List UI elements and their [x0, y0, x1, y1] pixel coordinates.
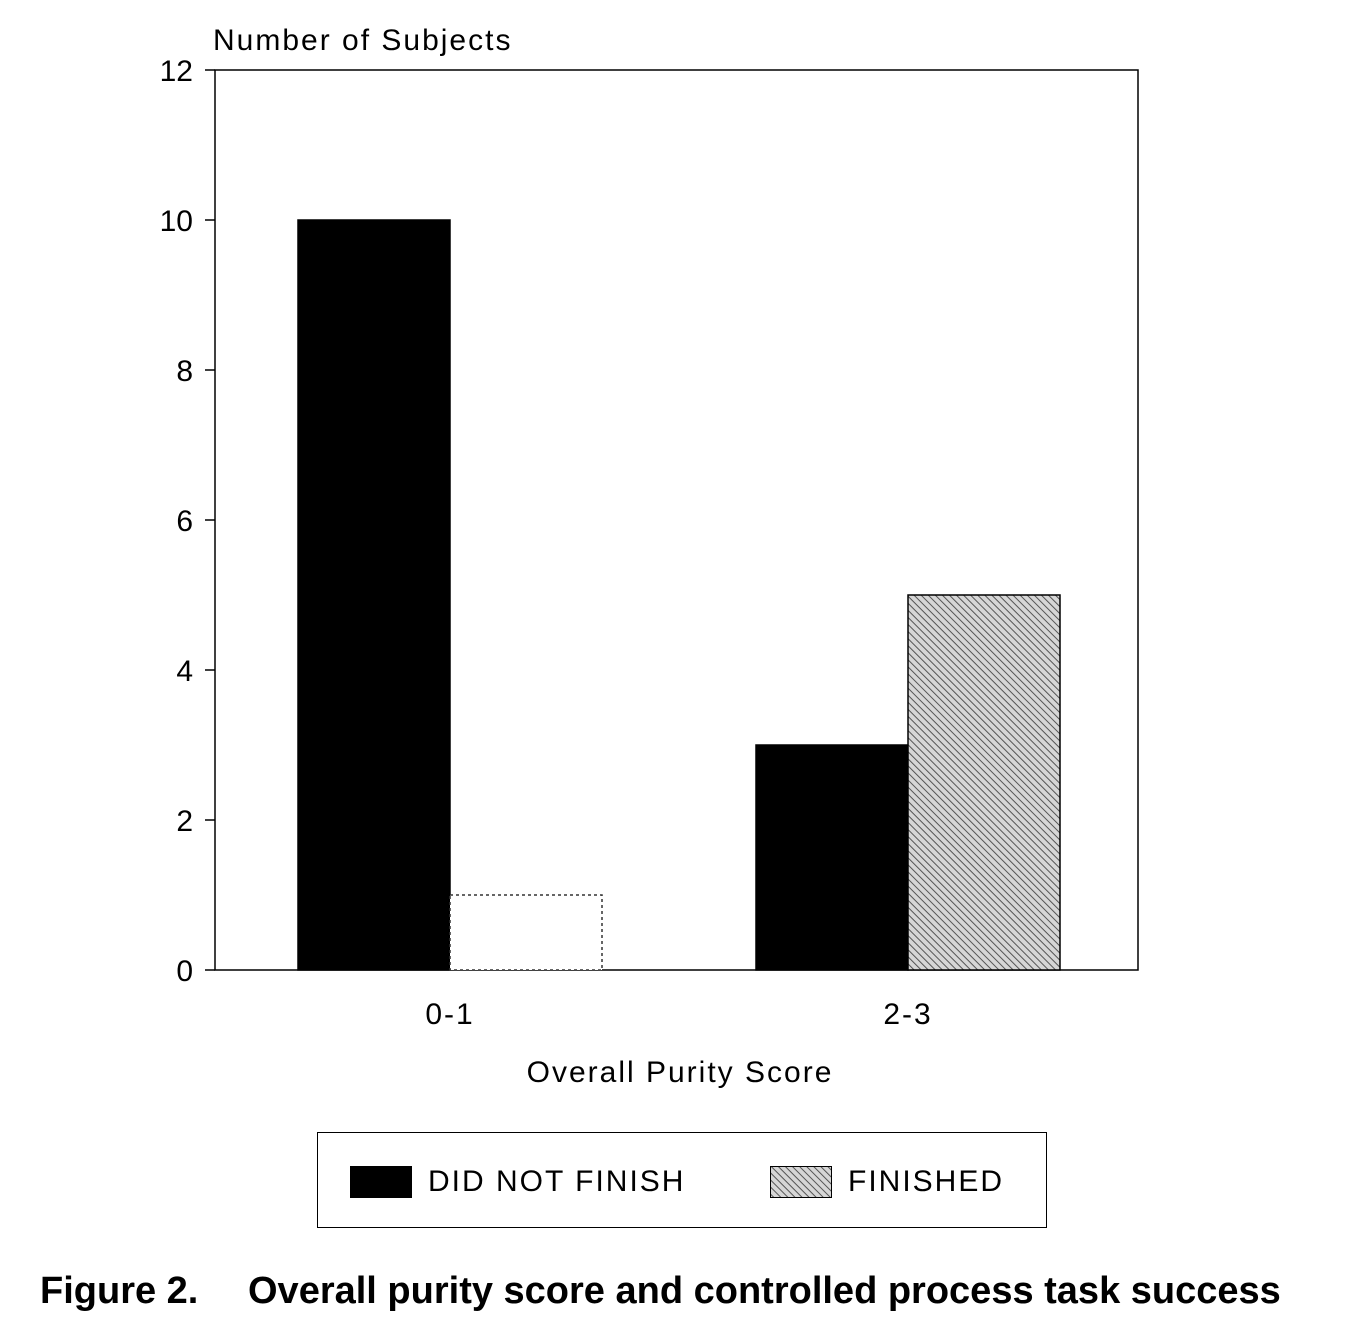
legend-item-did-not-finish: DID NOT FINISH [350, 1165, 685, 1199]
caption-text: Overall purity score and controlled proc… [248, 1270, 1281, 1312]
bar-did-not-finish-2-3 [755, 744, 909, 971]
y-tick-label: 10 [160, 205, 193, 238]
y-tick-label: 4 [176, 655, 193, 688]
bar-chart: 0 2 4 6 8 10 12 0-1 2-3 Number of Subjects Over… [160, 24, 1139, 1089]
y-tick-label: 0 [176, 955, 193, 988]
x-axis-ticks: 0-1 2-3 [425, 998, 932, 1031]
legend-item-finished: FINISHED [770, 1165, 1004, 1199]
x-tick-label: 0-1 [425, 998, 474, 1031]
y-tick-label: 2 [176, 805, 193, 838]
figure-caption: Figure 2. Overall purity score and contro… [40, 1270, 1281, 1313]
y-axis-ticks: 0 2 4 6 8 10 12 [160, 55, 215, 988]
y-tick-label: 8 [176, 355, 193, 388]
legend-label-finished: FINISHED [848, 1165, 1005, 1198]
caption-number: Figure 2. [40, 1270, 199, 1312]
bar-finished-0-1 [449, 894, 603, 971]
legend: DID NOT FINISH FINISHED [317, 1132, 1047, 1228]
y-axis-title: Number of Subjects [213, 24, 512, 57]
legend-swatch-did-not-finish [350, 1166, 412, 1198]
bars-group [297, 219, 1061, 971]
x-tick-label: 2-3 [883, 998, 932, 1031]
bar-did-not-finish-0-1 [297, 219, 451, 971]
y-tick-label: 6 [176, 505, 193, 538]
bar-finished-2-3 [907, 594, 1061, 971]
y-tick-label: 12 [160, 55, 193, 88]
legend-swatch-finished [770, 1166, 832, 1198]
x-axis-title: Overall Purity Score [527, 1056, 834, 1089]
legend-label-did-not-finish: DID NOT FINISH [428, 1165, 686, 1198]
